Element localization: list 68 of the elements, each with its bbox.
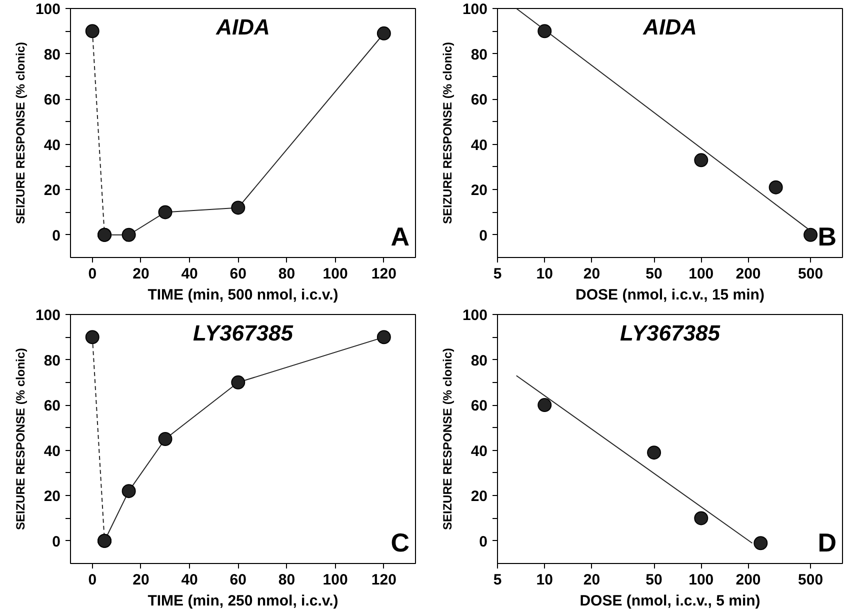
x-tick-label: 20 [132,572,150,588]
annotation: C [390,528,410,558]
y-tick-label: 20 [44,488,61,506]
y-axis-title: SEIZURE RESPONSE (% clonic) [13,42,28,224]
x-axis-title: TIME (min, 250 nmol, i.c.v.) [148,592,338,610]
x-tick-label: 0 [88,266,97,282]
y-tick-label: 20 [44,182,61,200]
y-tick-label: 60 [470,92,488,109]
chart-title: AIDA [642,14,697,40]
x-tick-label: 10 [536,266,553,282]
x-tick-label: 40 [181,266,198,282]
x-tick-label: 500 [798,572,824,588]
chart-title: AIDA [215,14,270,40]
y-tick-label: 0 [479,533,488,550]
y-axis-title: SEIZURE RESPONSE (% clonic) [13,348,28,530]
x-tick-label: 60 [230,572,246,588]
annotation: A [390,222,410,252]
x-tick-label: 500 [798,266,824,282]
x-tick-label: 0 [88,572,97,588]
x-tick-label: 50 [646,572,662,588]
x-tick-label: 100 [322,572,348,588]
x-tick-label: 50 [646,266,662,282]
y-tick-label: 60 [44,398,61,415]
chart-title: LY367385 [620,320,721,346]
x-axis-title: DOSE (nmol, i.c.v., 5 min) [580,592,760,610]
y-tick-label: 40 [44,136,61,154]
y-tick-label: 40 [470,136,488,154]
annotation: B [818,222,837,252]
y-tick-label: 60 [470,398,488,415]
x-tick-label: 200 [736,266,761,282]
x-tick-label: 120 [371,572,396,588]
x-tick-label: 80 [278,266,296,282]
annotation: D [818,528,837,558]
y-tick-label: 0 [52,533,60,550]
y-tick-label: 80 [470,352,488,370]
x-tick-label: 5 [493,266,502,282]
x-tick-label: 20 [132,266,150,282]
x-tick-label: 100 [322,266,348,282]
x-tick-label: 60 [230,266,246,282]
y-tick-label: 100 [462,1,488,18]
y-tick-label: 80 [44,46,61,64]
y-tick-label: 80 [44,352,61,370]
y-axis-title: SEIZURE RESPONSE (% clonic) [440,348,454,530]
x-tick-label: 200 [736,572,761,588]
x-tick-label: 100 [688,572,714,588]
y-tick-label: 40 [44,442,61,460]
y-axis-title: SEIZURE RESPONSE (% clonic) [440,42,454,224]
x-tick-label: 40 [181,572,198,588]
y-tick-label: 0 [479,227,488,244]
x-tick-label: 80 [278,572,296,588]
x-tick-label: 20 [583,266,600,282]
x-axis-title: DOSE (nmol, i.c.v., 15 min) [576,286,764,304]
x-tick-label: 10 [536,572,553,588]
y-tick-label: 100 [462,307,488,324]
y-tick-label: 20 [470,488,488,506]
y-tick-label: 100 [35,307,61,324]
chart-title: LY367385 [193,320,294,346]
x-tick-label: 100 [688,266,714,282]
x-axis-title: TIME (min, 500 nmol, i.c.v.) [148,286,338,304]
y-tick-label: 80 [470,46,488,64]
x-tick-label: 20 [583,572,600,588]
x-tick-label: 120 [371,266,396,282]
y-tick-label: 60 [44,92,61,109]
y-tick-label: 20 [470,182,488,200]
x-tick-label: 5 [493,572,502,588]
y-tick-label: 0 [52,227,60,244]
y-tick-label: 40 [470,442,488,460]
y-tick-label: 100 [35,1,61,18]
